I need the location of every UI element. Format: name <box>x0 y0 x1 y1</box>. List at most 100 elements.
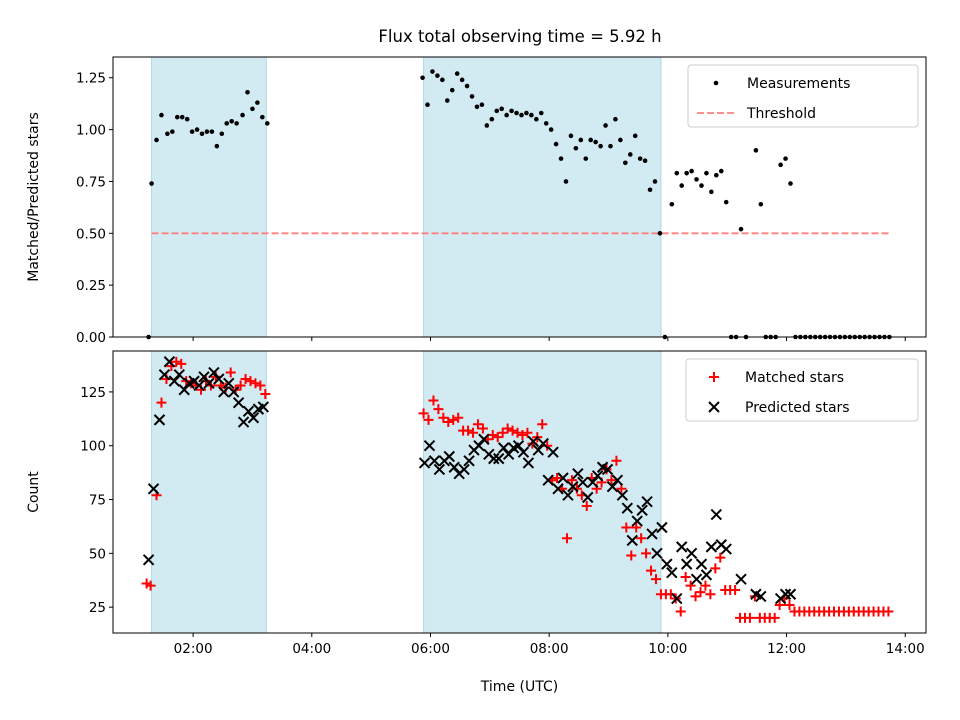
measurement-point <box>179 114 185 120</box>
measurement-point <box>494 108 500 114</box>
matched-point <box>255 380 266 391</box>
measurement-point <box>723 199 729 205</box>
predicted-point <box>685 547 698 560</box>
predicted-point <box>488 452 500 465</box>
x-tick-label: 12:00 <box>767 641 806 657</box>
matched-point <box>418 408 429 419</box>
predicted-point <box>700 569 713 581</box>
matched-point <box>641 548 652 559</box>
measurement-point <box>623 160 628 166</box>
measurement-point <box>563 179 569 184</box>
predicted-point <box>522 457 535 469</box>
measurement-point <box>709 189 714 195</box>
measurement-point <box>255 100 260 105</box>
measurement-point <box>613 116 618 122</box>
predicted-point <box>147 483 160 495</box>
legend-label: Measurements <box>747 76 850 92</box>
y-tick-label: 125 <box>80 385 106 401</box>
predicted-point <box>493 452 505 465</box>
x-tick-label: 06:00 <box>411 641 450 657</box>
axes-frame <box>112 56 927 338</box>
matched-point <box>561 533 572 544</box>
predicted-point <box>463 455 475 467</box>
legend-label: Predicted stars <box>745 400 850 416</box>
y-tick-label: 0.50 <box>76 226 106 242</box>
predicted-point <box>695 558 708 570</box>
measurement-point <box>598 143 603 149</box>
matched-point <box>685 580 696 591</box>
matched-point <box>156 397 167 408</box>
legend-box <box>685 358 919 422</box>
measurement-point <box>704 170 709 176</box>
measurement-point <box>519 112 524 118</box>
predicted-point <box>428 455 441 467</box>
measurement-point <box>430 69 435 74</box>
matched-point <box>744 612 755 623</box>
measurement-point <box>632 133 638 139</box>
predicted-point <box>158 368 171 381</box>
measurement-point <box>499 106 504 112</box>
matched-point <box>512 427 523 438</box>
matched-point <box>650 574 661 585</box>
observing-band <box>151 350 267 634</box>
measurement-point <box>504 112 509 118</box>
measurement-point <box>174 114 180 120</box>
measurement-point <box>149 181 154 186</box>
measurement-point <box>603 123 608 128</box>
measurement-point <box>558 156 564 161</box>
legend-measurement-marker <box>713 80 719 86</box>
predicted-point <box>542 474 554 486</box>
predicted-point <box>537 437 549 450</box>
matched-point <box>631 522 642 533</box>
predicted-point <box>591 470 604 482</box>
predicted-point <box>656 521 668 534</box>
predicted-point <box>168 375 181 387</box>
measurement-point <box>684 170 689 176</box>
matched-point <box>145 580 156 591</box>
measurement-point <box>420 75 425 81</box>
measurement-point <box>657 230 663 236</box>
predicted-point <box>651 547 663 560</box>
predicted-point <box>163 356 176 368</box>
measurement-point <box>459 77 465 83</box>
predicted-point <box>517 446 530 458</box>
measurement-point <box>440 77 445 83</box>
legend-box <box>687 64 919 128</box>
matched-point <box>225 367 236 378</box>
predicted-point <box>705 541 718 553</box>
measurement-point <box>184 116 190 122</box>
predicted-point <box>755 590 767 603</box>
y-tick-label: 50 <box>89 546 106 562</box>
predicted-point <box>443 450 455 463</box>
legend-label: Threshold <box>746 106 816 122</box>
y-axis-label: Count <box>26 471 42 513</box>
measurement-point <box>578 137 584 143</box>
measurement-point <box>449 87 455 93</box>
measurement-point <box>189 129 195 134</box>
measurement-point <box>694 177 699 182</box>
matched-point <box>710 563 721 574</box>
predicted-point <box>582 491 594 504</box>
predicted-point <box>646 528 658 540</box>
measurement-point <box>250 106 255 112</box>
matched-point <box>235 380 246 391</box>
measurement-point <box>679 183 685 188</box>
matched-point <box>621 522 632 533</box>
predicted-point <box>448 461 460 473</box>
matched-point <box>571 483 582 494</box>
matched-point <box>250 378 261 389</box>
predicted-point <box>675 541 688 553</box>
y-axis-label: Matched/Predicted stars <box>26 112 42 282</box>
ratio-panel: 0.00 0.25 0.50 0.75 1.00 1.25 Matched/Predicte… <box>26 56 927 346</box>
matched-point <box>176 358 187 369</box>
x-tick-label: 08:00 <box>530 641 569 657</box>
measurement-point <box>608 143 613 149</box>
predicted-point <box>631 515 643 527</box>
measurement-point <box>652 179 658 184</box>
matched-point <box>245 376 256 387</box>
matched-point <box>883 606 894 617</box>
predicted-point <box>223 377 235 389</box>
predicted-point <box>680 558 693 570</box>
measurement-point <box>474 104 480 110</box>
predicted-point <box>626 534 638 547</box>
